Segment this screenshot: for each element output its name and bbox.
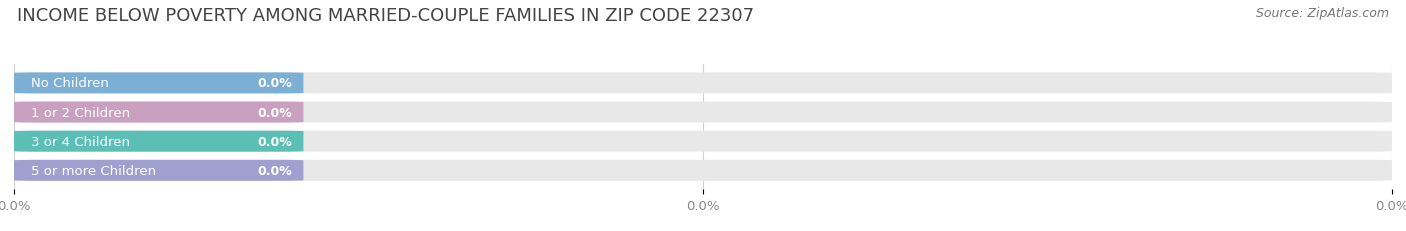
Text: 0.0%: 0.0% [257, 77, 292, 90]
FancyBboxPatch shape [14, 102, 304, 123]
FancyBboxPatch shape [14, 160, 1392, 181]
FancyBboxPatch shape [14, 131, 304, 152]
Text: 5 or more Children: 5 or more Children [31, 164, 156, 177]
FancyBboxPatch shape [14, 73, 1392, 94]
Text: No Children: No Children [31, 77, 108, 90]
Text: 0.0%: 0.0% [257, 106, 292, 119]
Text: 0.0%: 0.0% [257, 164, 292, 177]
Text: 3 or 4 Children: 3 or 4 Children [31, 135, 129, 148]
Text: Source: ZipAtlas.com: Source: ZipAtlas.com [1256, 7, 1389, 20]
Text: 0.0%: 0.0% [257, 135, 292, 148]
FancyBboxPatch shape [14, 73, 304, 94]
Text: INCOME BELOW POVERTY AMONG MARRIED-COUPLE FAMILIES IN ZIP CODE 22307: INCOME BELOW POVERTY AMONG MARRIED-COUPL… [17, 7, 754, 25]
FancyBboxPatch shape [14, 160, 304, 181]
FancyBboxPatch shape [14, 102, 1392, 123]
FancyBboxPatch shape [14, 131, 1392, 152]
Text: 1 or 2 Children: 1 or 2 Children [31, 106, 129, 119]
